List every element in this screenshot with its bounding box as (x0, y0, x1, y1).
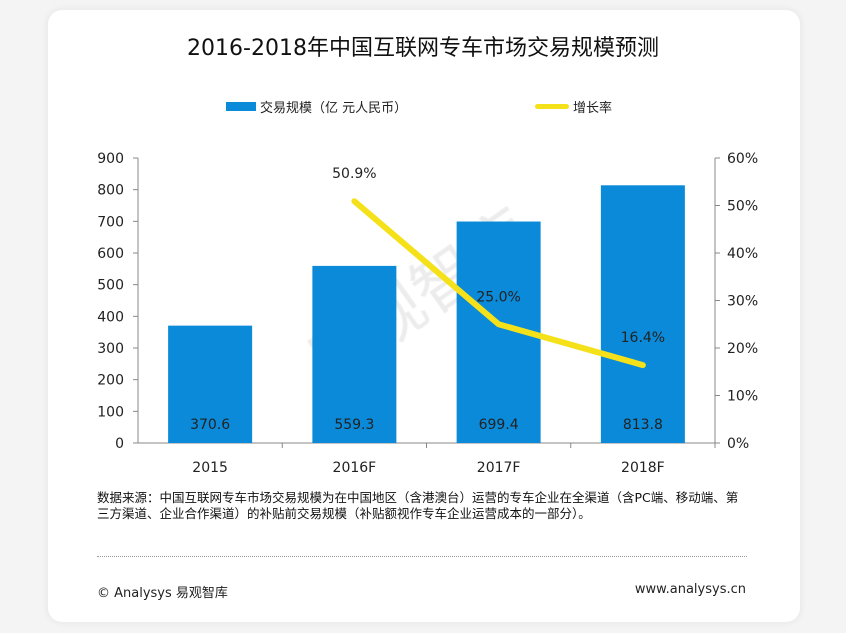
bar (168, 325, 253, 443)
bar (312, 265, 397, 443)
right-tick-label: 50% (727, 199, 758, 215)
source-note: 数据来源：中国互联网专车市场交易规模为在中国地区（含港澳台）运营的专车企业在全渠… (97, 490, 739, 521)
left-tick-label: 400 (97, 309, 124, 325)
left-tick-label: 300 (97, 341, 124, 357)
right-tick-label: 0% (727, 436, 749, 452)
x-tick-label: 2018F (621, 460, 665, 476)
x-tick-label: 2016F (333, 460, 377, 476)
left-tick-label: 0 (115, 436, 124, 452)
right-tick-label: 60% (727, 151, 758, 167)
growth-point (497, 323, 500, 326)
bar-label: 559.3 (334, 417, 374, 433)
right-tick-label: 10% (727, 389, 758, 405)
right-tick-label: 30% (727, 294, 758, 310)
right-tick-label: 40% (727, 246, 758, 262)
bar (600, 185, 685, 443)
left-tick-label: 100 (97, 404, 124, 420)
growth-point (641, 364, 644, 367)
left-tick-label: 700 (97, 214, 124, 230)
x-tick-label: 2015 (192, 460, 228, 476)
chart-title: 2016-2018年中国互联网专车市场交易规模预测 (187, 36, 659, 61)
copyright: © Analysys 易观智库 (97, 586, 228, 601)
legend-line-swatch (535, 104, 569, 109)
left-tick-label: 200 (97, 373, 124, 389)
website: www.analysys.cn (634, 582, 746, 597)
bar-label: 699.4 (479, 417, 519, 433)
left-tick-label: 500 (97, 278, 124, 294)
left-tick-label: 600 (97, 246, 124, 262)
growth-label: 25.0% (476, 289, 520, 305)
growth-label: 16.4% (621, 330, 665, 346)
legend-bar-swatch (226, 102, 256, 111)
growth-point (353, 200, 356, 203)
bar-label: 370.6 (190, 417, 230, 433)
right-tick-label: 20% (727, 341, 758, 357)
bar-label: 813.8 (623, 417, 663, 433)
left-tick-label: 800 (97, 183, 124, 199)
divider (97, 556, 747, 557)
legend-line: 增长率 (535, 97, 612, 116)
legend-line-label: 增长率 (573, 101, 613, 116)
x-tick-label: 2017F (477, 460, 521, 476)
left-tick-label: 900 (97, 151, 124, 167)
growth-label: 50.9% (332, 166, 376, 182)
legend-bar-label: 交易规模（亿 元人民币） (260, 101, 408, 116)
legend-bar: 交易规模（亿 元人民币） (226, 97, 407, 116)
